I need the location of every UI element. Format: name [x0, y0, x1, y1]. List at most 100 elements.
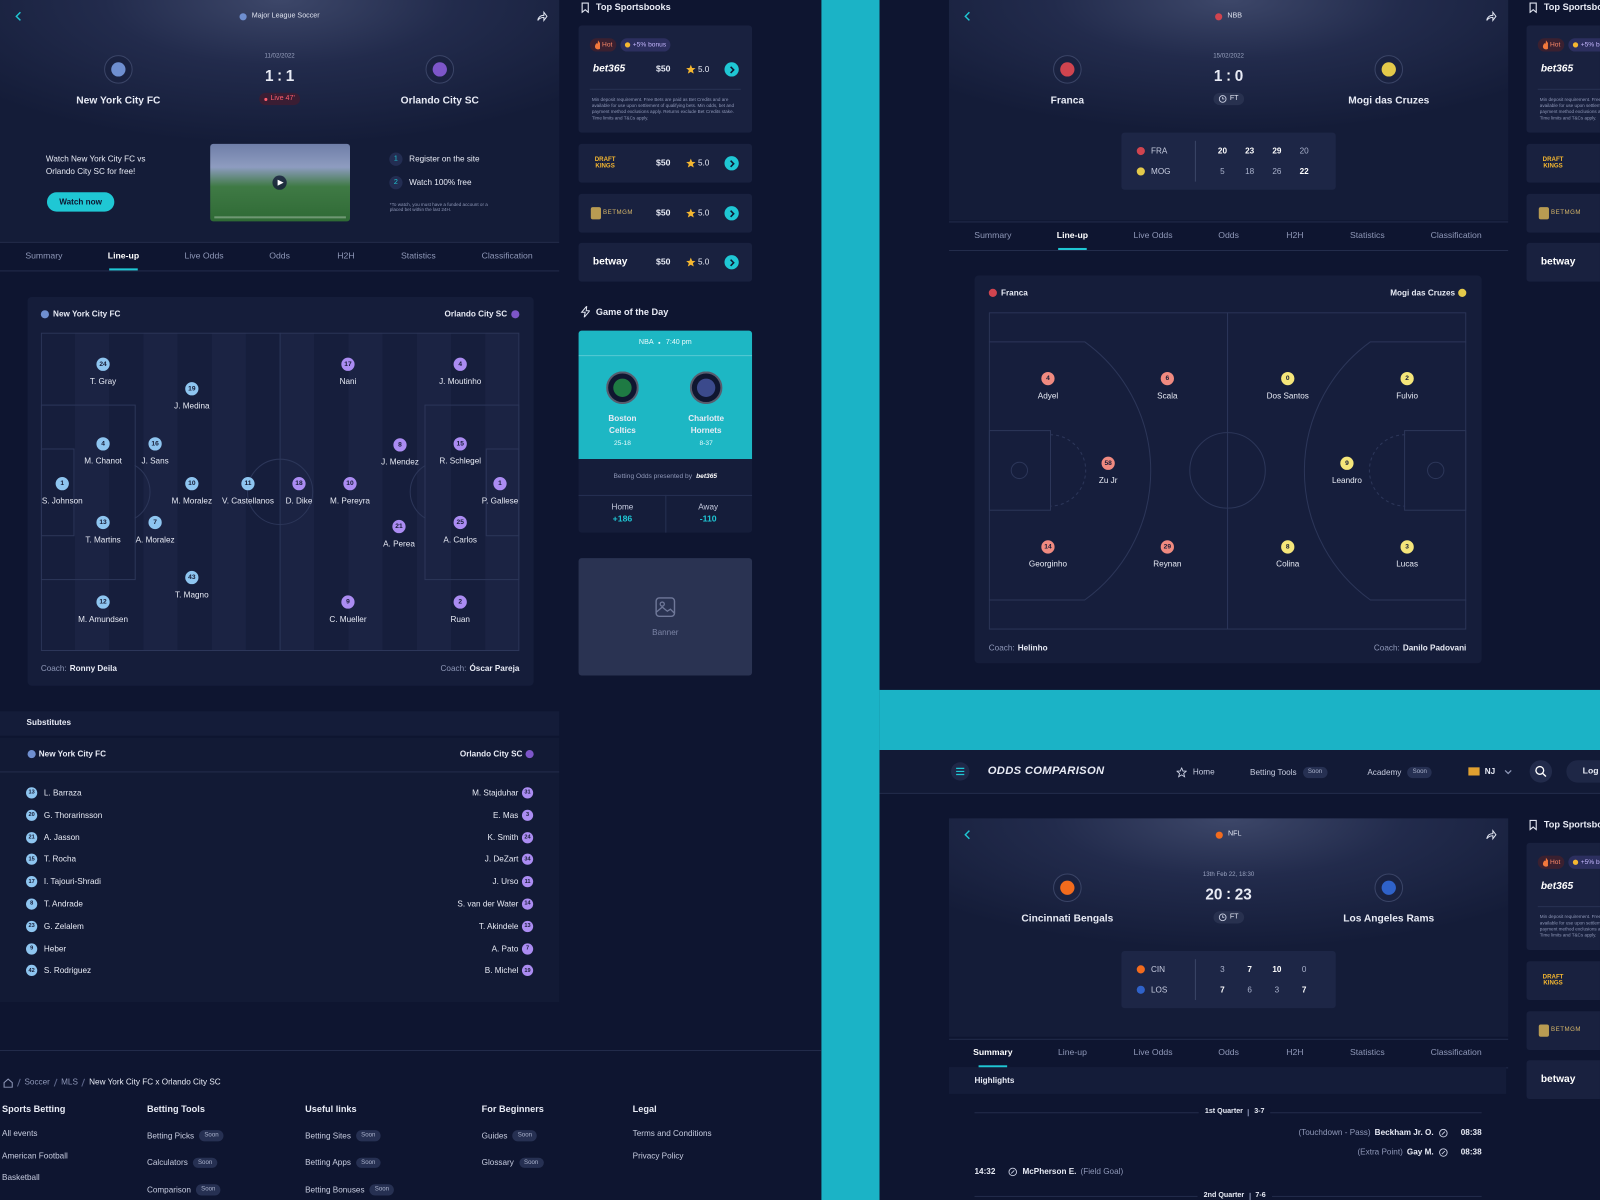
game-time: 7:40 pm	[665, 338, 692, 346]
icon-part	[625, 42, 631, 48]
footer-link[interactable]: American Football	[2, 1151, 68, 1160]
tab[interactable]: Odds	[1218, 229, 1239, 240]
tab[interactable]: H2H	[337, 250, 355, 261]
tab[interactable]: Summary	[973, 1047, 1013, 1058]
tab[interactable]: H2H	[1286, 1047, 1304, 1058]
tab[interactable]: Line-up	[1057, 1047, 1087, 1058]
jersey-number: 14	[1041, 540, 1055, 554]
search-button[interactable]	[1529, 760, 1553, 783]
player-name: M. Pereyra	[330, 496, 370, 506]
jersey-number: 0	[1281, 371, 1295, 386]
tab[interactable]: Summary	[25, 250, 63, 261]
footer-link[interactable]: Basketball	[2, 1173, 40, 1182]
icon-part	[277, 179, 284, 186]
tab[interactable]: Odds	[269, 250, 290, 261]
sportsbook-go[interactable]	[724, 62, 739, 77]
icon-part	[964, 11, 970, 21]
sportsbook-go[interactable]	[724, 206, 739, 221]
tab[interactable]: Live Odds	[1133, 1047, 1173, 1058]
jersey-number: 6	[1160, 371, 1174, 386]
footer-link[interactable]: Comparison Soon	[147, 1184, 221, 1196]
player-name: Dos Santos	[1266, 391, 1309, 401]
tab[interactable]: Line-up	[1056, 229, 1089, 240]
lineup-away-team: Orlando City SC	[444, 309, 508, 319]
video-progress	[214, 216, 346, 219]
sportsbook-card[interactable]	[1526, 242, 1600, 282]
tab[interactable]: Classification	[1430, 1047, 1482, 1058]
breadcrumb-item[interactable]: New York City FC x Orlando City SC	[89, 1077, 221, 1088]
sportsbook-card[interactable]	[1526, 1060, 1600, 1099]
tab[interactable]: H2H	[1286, 229, 1304, 240]
team-logo-mark	[111, 62, 126, 77]
breadcrumb-item[interactable]: Soccer	[24, 1077, 50, 1088]
watch-button[interactable]: Watch now	[46, 192, 115, 212]
footer-link[interactable]: Betting Sites Soon	[305, 1130, 381, 1142]
tab[interactable]: Live Odds	[1133, 229, 1173, 240]
nav-link[interactable]: Home	[1175, 766, 1215, 778]
team-abbr: CIN	[1151, 964, 1166, 974]
player-name: Nani	[339, 376, 357, 387]
jersey-number: 11	[241, 477, 255, 491]
jersey-number: 8	[26, 898, 38, 910]
footer-link[interactable]: Betting Apps Soon	[305, 1157, 381, 1169]
away-score: 0	[1234, 67, 1244, 86]
sub-name: B. Michel	[484, 966, 519, 976]
icon-part	[1303, 341, 1467, 601]
soon-badge: Soon	[192, 1157, 218, 1169]
icon-part	[580, 306, 590, 318]
sportsbook-card[interactable]	[1526, 143, 1600, 183]
game-team-record: 8-37	[699, 440, 713, 448]
tab[interactable]: Statistics	[401, 250, 436, 261]
login-button[interactable]	[1566, 760, 1600, 783]
icon-part	[1368, 434, 1406, 507]
footer-link[interactable]: Glossary Soon	[482, 1157, 544, 1169]
tab[interactable]: Line-up	[107, 250, 140, 261]
sportsbook-go[interactable]	[724, 156, 739, 171]
tab[interactable]: Classification	[481, 250, 533, 261]
odds-presenter: Betting Odds presented by bet365	[613, 473, 717, 481]
breadcrumb-item[interactable]: MLS	[61, 1077, 78, 1088]
nav-region[interactable]: NJ	[1484, 766, 1496, 776]
icon-part	[686, 64, 696, 74]
game-card	[578, 330, 753, 460]
footer-link[interactable]: Betting Bonuses Soon	[305, 1184, 395, 1196]
icon-part	[109, 332, 144, 652]
tab[interactable]: Statistics	[1349, 229, 1385, 240]
nav-link[interactable]: Academy Soon	[1367, 766, 1433, 779]
match-status: Live 47'	[259, 92, 300, 106]
sportsbook-card[interactable]	[578, 143, 753, 183]
player-name: Leandro	[1331, 475, 1362, 486]
tab[interactable]: Statistics	[1349, 1047, 1385, 1058]
nav-logo[interactable]: ODDS COMPARISON	[987, 764, 1105, 778]
icon-part	[730, 159, 735, 167]
tab[interactable]: Live Odds	[184, 250, 224, 261]
period-name: 1st Quarter	[1204, 1108, 1243, 1116]
rating-star	[686, 257, 696, 267]
tab[interactable]: Summary	[974, 229, 1012, 240]
home-odds-label[interactable]: Home	[611, 502, 634, 512]
player-name: T. Gray	[89, 376, 117, 387]
footer-link[interactable]: Guides Soon	[482, 1130, 538, 1142]
game-team-name: Boston Celtics	[608, 413, 637, 435]
home-odds[interactable]: +186	[612, 513, 633, 524]
footer-link[interactable]: Betting Picks Soon	[147, 1130, 224, 1142]
footer-link[interactable]: All events	[2, 1129, 37, 1138]
coach-label: Coach:	[1373, 643, 1400, 653]
event-time: 08:38	[1460, 1147, 1482, 1157]
sportsbook-go[interactable]	[724, 255, 739, 270]
nav-link[interactable]: Betting Tools Soon	[1250, 766, 1328, 779]
icon-part	[1542, 857, 1548, 867]
player-name: J. Medina	[174, 401, 210, 411]
away-odds[interactable]: -110	[699, 513, 717, 524]
away-odds-label[interactable]: Away	[698, 502, 719, 512]
sportsbook-card[interactable]	[1526, 961, 1600, 1000]
sportsbook-card[interactable]	[578, 193, 753, 233]
tab[interactable]: Classification	[1430, 229, 1482, 240]
tab[interactable]: Odds	[1218, 1047, 1239, 1058]
footer-link[interactable]: Calculators Soon	[147, 1157, 218, 1169]
footer-link[interactable]: Terms and Conditions	[633, 1129, 712, 1138]
league-name: Major League Soccer	[251, 12, 320, 20]
footer-link[interactable]: Privacy Policy	[633, 1151, 684, 1160]
sportsbook-card[interactable]	[578, 242, 753, 282]
nav-login[interactable]: Log in	[1582, 765, 1600, 776]
